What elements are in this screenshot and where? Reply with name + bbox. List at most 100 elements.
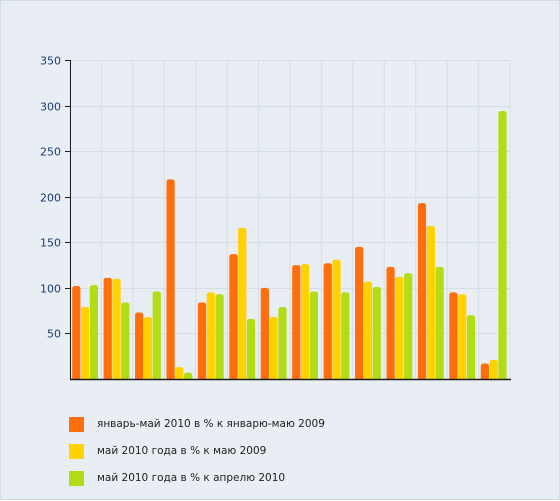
bar-base-s3-c13 <box>466 376 476 379</box>
bar-s2-c2 <box>112 278 121 379</box>
bar-s3-c1 <box>89 285 98 379</box>
bar-base-s1-c3 <box>135 376 144 379</box>
y-tick-label: 100 <box>40 283 61 296</box>
bar-base-s1-c2 <box>103 376 112 379</box>
bar-s3-c3 <box>152 291 161 379</box>
bar-s2-c6 <box>238 227 247 379</box>
bar-base-s2-c5 <box>206 376 215 379</box>
bar-s3-c12 <box>435 266 444 379</box>
bar-base-s2-c9 <box>332 376 341 379</box>
legend-swatch-3 <box>69 470 84 486</box>
y-axis-ticks: 50 100 150 200 250 300 350 <box>40 55 61 341</box>
bar-base-s1-c10 <box>355 376 364 379</box>
bar-base-s3-c6 <box>246 376 256 379</box>
bar-s3-c10 <box>372 286 381 379</box>
bar-s2-c7 <box>269 317 278 379</box>
bar-base-s2-c6 <box>238 376 247 379</box>
bar-s1-c9 <box>323 263 332 379</box>
legend-item-2: май 2010 года в % к маю 2009 <box>69 442 489 460</box>
bar-base-s2-c12 <box>426 376 435 379</box>
bar-s3-c14 <box>498 111 507 379</box>
bar-s2-c8 <box>301 264 310 379</box>
bar-base-s2-c8 <box>301 376 310 379</box>
bar-base-s1-c9 <box>323 376 332 379</box>
bar-base-s1-c7 <box>260 376 269 379</box>
y-tick-label: 350 <box>40 55 61 68</box>
bar-base-s1-c8 <box>292 376 301 379</box>
bar-s3-c13 <box>466 315 476 379</box>
bar-base-s3-c10 <box>372 376 381 379</box>
bar-base-s3-c3 <box>152 376 161 379</box>
bar-base-s2-c4 <box>175 376 184 379</box>
bar-s1-c12 <box>417 203 427 379</box>
bar-s1-c1 <box>72 286 81 379</box>
bar-s2-c1 <box>81 307 90 379</box>
legend-item-3: май 2010 года в % к апрелю 2010 <box>69 469 489 487</box>
bar-base-s3-c11 <box>404 376 413 379</box>
legend-item-1: январь-май 2010 в % к январю-маю 2009 <box>69 415 489 433</box>
bar-s3-c6 <box>246 318 256 379</box>
bar-s1-c8 <box>292 265 301 379</box>
bar-base-s3-c4 <box>184 376 193 379</box>
bar-s1-c2 <box>103 277 112 379</box>
bar-base-s3-c9 <box>341 376 350 379</box>
bar-base-s1-c14 <box>480 376 489 379</box>
bar-s1-c3 <box>135 312 144 379</box>
bar-s1-c10 <box>355 246 364 379</box>
legend: январь-май 2010 в % к январю-маю 2009 ма… <box>69 415 489 496</box>
bar-base-s2-c3 <box>143 376 153 379</box>
bar-s2-c13 <box>458 294 467 379</box>
legend-swatch-1 <box>69 416 84 432</box>
bar-s2-c10 <box>363 281 373 379</box>
bar-s3-c8 <box>309 291 318 379</box>
y-tick-label: 50 <box>47 328 61 341</box>
y-tick-label: 250 <box>40 146 61 159</box>
bar-s2-c9 <box>332 259 341 379</box>
bar-s3-c9 <box>341 292 350 379</box>
bar-s3-c2 <box>121 302 130 379</box>
bar-s1-c6 <box>229 254 238 379</box>
bar-base-s2-c14 <box>489 376 498 379</box>
bar-s1-c7 <box>260 287 269 379</box>
bar-base-s3-c8 <box>309 376 318 379</box>
bar-base-s1-c6 <box>229 376 238 379</box>
y-tick-label: 200 <box>40 192 61 205</box>
bar-base-s3-c1 <box>89 376 98 379</box>
bar-base-s1-c11 <box>386 376 395 379</box>
legend-label-1: январь-май 2010 в % к январю-маю 2009 <box>97 418 325 430</box>
bar-s1-c11 <box>386 266 395 379</box>
grid <box>69 60 511 379</box>
bar-base-s3-c5 <box>215 376 224 379</box>
bar-base-s1-c12 <box>417 376 427 379</box>
legend-label-3: май 2010 года в % к апрелю 2010 <box>97 472 286 484</box>
bar-base-s2-c13 <box>458 376 467 379</box>
y-tick-label: 150 <box>40 237 61 250</box>
bar-s3-c11 <box>404 273 413 379</box>
bar-s2-c12 <box>426 225 435 379</box>
bar-s3-c5 <box>215 294 224 379</box>
bars <box>72 111 507 379</box>
y-tick-label: 300 <box>40 101 61 114</box>
bar-base-s2-c10 <box>363 376 373 379</box>
bar-s1-c14 <box>480 363 489 379</box>
bar-base-s3-c14 <box>498 376 507 379</box>
bar-s3-c7 <box>278 307 287 379</box>
bar-s2-c14 <box>489 359 498 379</box>
bar-base-s2-c7 <box>269 376 278 379</box>
bar-base-s2-c11 <box>395 376 404 379</box>
bar-base-s3-c7 <box>278 376 287 379</box>
bar-base-s2-c2 <box>112 376 121 379</box>
bar-base-s1-c13 <box>449 376 458 379</box>
bar-base-s1-c1 <box>72 376 81 379</box>
bar-s2-c11 <box>395 276 404 379</box>
bar-base-s1-c4 <box>166 376 175 379</box>
bar-s1-c4 <box>166 179 175 379</box>
axes <box>65 60 511 381</box>
bar-base-s3-c12 <box>435 376 444 379</box>
bar-base-s1-c5 <box>197 376 207 379</box>
bar-s2-c5 <box>206 292 215 379</box>
bar-base-s2-c1 <box>81 376 90 379</box>
bar-s1-c5 <box>197 302 207 379</box>
